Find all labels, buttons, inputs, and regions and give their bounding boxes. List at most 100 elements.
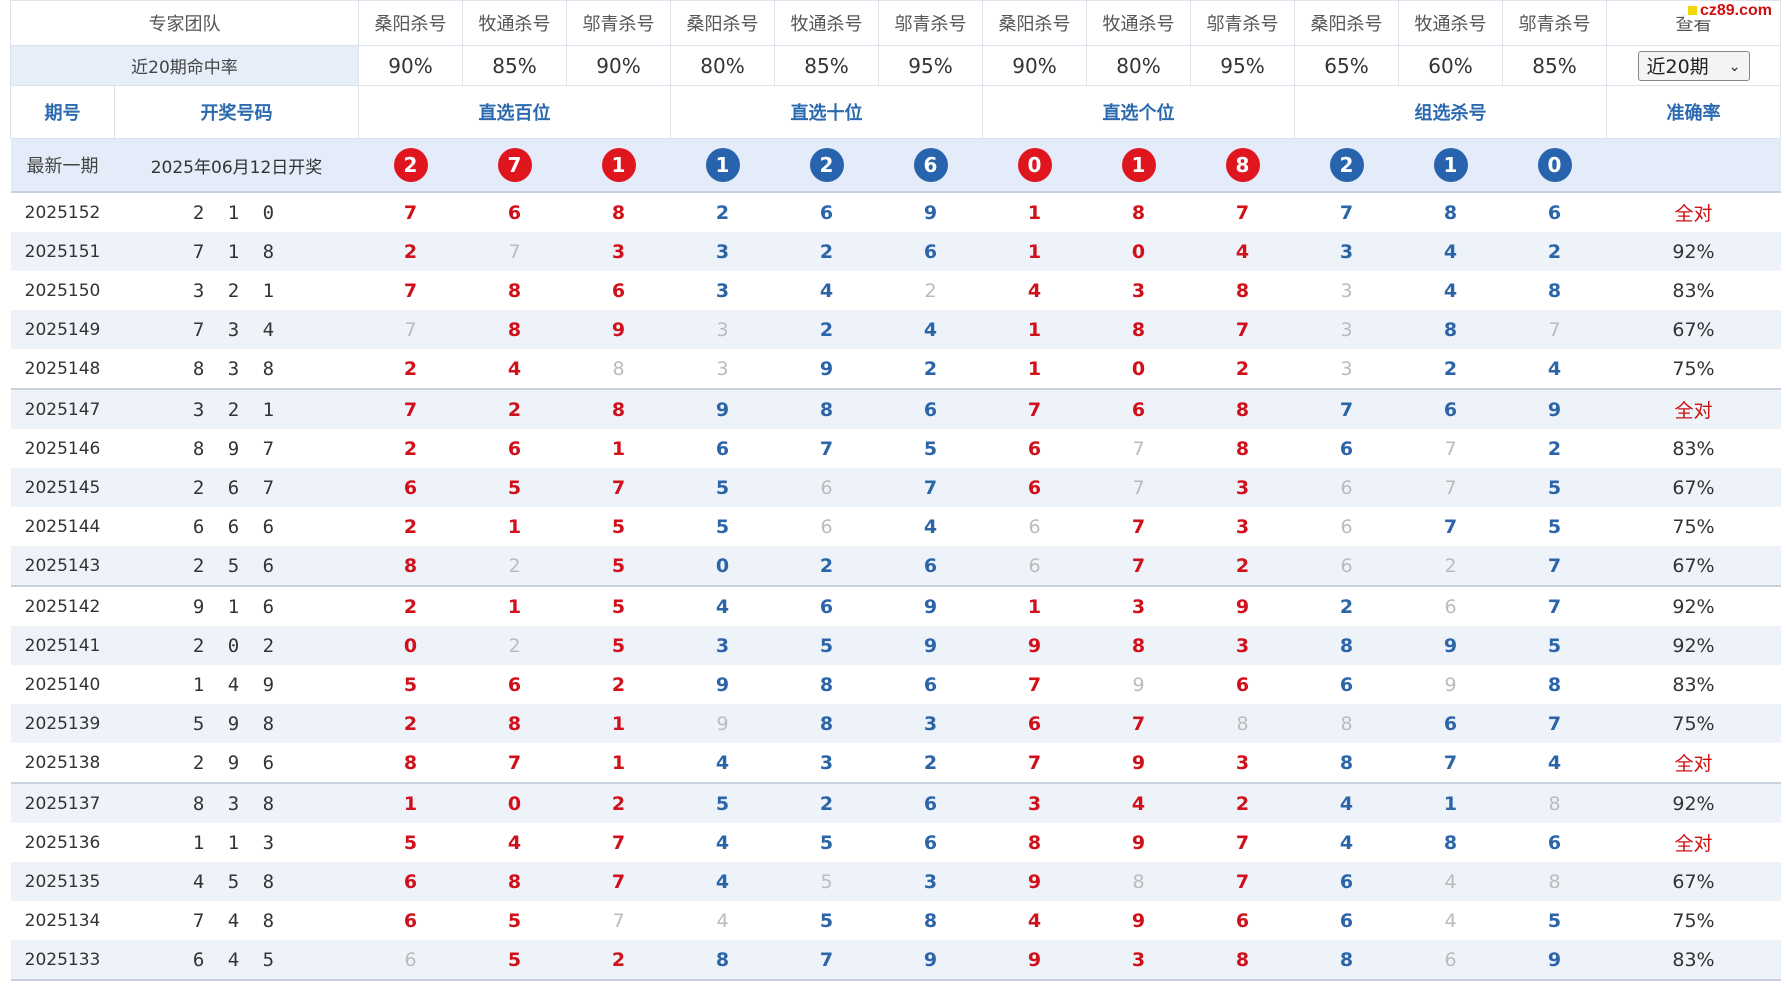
kill-number: 8: [715, 948, 730, 971]
kill-number-cell: 6: [1295, 507, 1399, 546]
latest-ball-cell: 1: [670, 138, 775, 193]
kill-number: 6: [403, 870, 418, 893]
kill-number: 9: [923, 948, 938, 971]
kill-number-cell: 4: [670, 862, 775, 901]
kill-number-miss: 5: [820, 870, 833, 893]
draw-number-cell: 2 9 6: [114, 743, 359, 784]
kill-number: 3: [715, 240, 730, 263]
kill-number: 3: [611, 240, 626, 263]
kill-number-miss: 6: [1444, 595, 1457, 618]
kill-number-cell: 6: [878, 783, 983, 823]
kill-number-cell: 7: [1294, 389, 1399, 429]
kill-number-miss: 2: [924, 279, 937, 302]
period-cell: 2025133: [10, 940, 115, 981]
kill-number-cell: 4: [1398, 232, 1503, 271]
kill-number: 4: [1547, 751, 1562, 774]
period-range-select[interactable]: 近20期 ⌄: [1637, 50, 1750, 81]
col-hundreds: 直选百位: [358, 85, 671, 139]
kill-number-cell: 6: [463, 192, 567, 232]
kill-number: 6: [1339, 673, 1354, 696]
accuracy-cell: 全对: [1674, 203, 1713, 225]
kill-number-cell: 5: [1503, 901, 1607, 940]
kill-number-table-wrap: cz89.com 专家团队 桑阳杀号 牧通杀号 邬青杀号 桑阳杀号 牧通杀号 邬…: [10, 0, 1781, 981]
kill-number-cell: 3: [982, 783, 1087, 823]
kill-number-cell: 3: [1190, 468, 1295, 507]
kill-number-cell: 6: [1399, 586, 1503, 626]
chevron-down-icon: ⌄: [1728, 58, 1741, 75]
draw-number-cell: 6 6 6: [192, 515, 281, 538]
kill-number-cell: 9: [1399, 665, 1503, 704]
table-row: 2025137 8 3 8 1 0 2 5 2 6 3 4 2 4 1 8 92%: [10, 783, 1781, 823]
kill-number: 7: [1131, 554, 1146, 577]
kill-number: 5: [1547, 515, 1562, 538]
kill-number: 3: [1131, 279, 1146, 302]
kill-number-cell: 9: [670, 389, 775, 429]
kill-number: 9: [715, 673, 730, 696]
kill-number-cell: 6: [982, 546, 1087, 587]
period-cell: 2025148: [10, 349, 115, 390]
kill-number: 8: [1339, 948, 1354, 971]
table-row: 2025144 6 6 6 2 1 5 5 6 4 6 7 3 6 7 5 75%: [11, 507, 1781, 546]
kill-number-cell: 9: [878, 940, 983, 981]
kill-number: 7: [403, 279, 418, 302]
kill-number-cell: 2: [774, 310, 879, 349]
kill-number-cell: 2: [1190, 349, 1295, 390]
kill-number: 2: [1339, 595, 1354, 618]
hit-rate: 95%: [1190, 45, 1295, 86]
latest-ball-cell: 1: [566, 138, 671, 193]
kill-number: 4: [715, 595, 730, 618]
kill-number-cell: 6: [1294, 862, 1399, 901]
kill-number-cell: 4: [1190, 232, 1295, 271]
period-cell: 2025144: [24, 516, 101, 537]
kill-number-cell: 2: [462, 389, 567, 429]
kill-number: 5: [819, 634, 834, 657]
kill-number-cell: 5: [775, 823, 879, 862]
kill-number-cell: 2: [878, 743, 983, 784]
kill-number-cell: 6: [775, 586, 879, 626]
kill-number: 5: [611, 595, 626, 618]
kill-number-miss: 7: [1132, 437, 1145, 460]
kill-number: 6: [403, 476, 418, 499]
kill-number-cell: 8: [1086, 862, 1191, 901]
kill-number-cell: 7: [1086, 704, 1191, 743]
kill-number-cell: 7: [1191, 192, 1295, 232]
kill-number: 8: [1131, 318, 1146, 341]
kill-number: 8: [1027, 831, 1042, 854]
kill-number-cell: 8: [1190, 389, 1295, 429]
kill-number-cell: 0: [1086, 349, 1191, 390]
accuracy-cell: 83%: [1672, 279, 1715, 302]
kill-number-cell: 6: [1503, 823, 1607, 862]
latest-ball: 0: [1017, 148, 1052, 182]
kill-number: 9: [1131, 909, 1146, 932]
kill-number: 7: [1443, 751, 1458, 774]
kill-number-cell: 6: [671, 429, 775, 468]
kill-number: 7: [1235, 870, 1250, 893]
kill-number-cell: 7: [1502, 546, 1607, 587]
kill-number: 6: [403, 909, 418, 932]
kill-number-cell: 2: [566, 783, 671, 823]
kill-number-cell: 8: [1087, 192, 1191, 232]
kill-number-cell: 5: [462, 468, 567, 507]
kill-number: 6: [1547, 831, 1562, 854]
kill-number-cell: 7: [982, 389, 1087, 429]
kill-number-cell: 8: [774, 389, 879, 429]
kill-number-cell: 6: [1398, 940, 1503, 981]
kill-number: 9: [923, 595, 938, 618]
kill-number-cell: 2: [1190, 546, 1295, 587]
kill-number-cell: 2: [1398, 546, 1503, 587]
kill-number-cell: 1: [463, 586, 567, 626]
kill-number-miss: 3: [1340, 318, 1353, 341]
expert-name: 桑阳杀号: [1294, 0, 1399, 46]
kill-number-cell: 7: [983, 665, 1087, 704]
kill-number-cell: 2: [359, 429, 463, 468]
kill-number-table: 专家团队 桑阳杀号 牧通杀号 邬青杀号 桑阳杀号 牧通杀号 邬青杀号 桑阳杀号 …: [10, 0, 1781, 981]
kill-number: 8: [1547, 279, 1562, 302]
table-row: 2025143 2 5 6 8 2 5 0 2 6 6 7 2 6 2 7 67%: [10, 546, 1781, 587]
kill-number: 9: [1027, 870, 1042, 893]
expert-name: 牧通杀号: [1086, 0, 1191, 46]
kill-number: 3: [819, 751, 834, 774]
draw-number-cell: 2 0 2: [114, 626, 359, 665]
kill-number-miss: 6: [1444, 948, 1457, 971]
kill-number-cell: 0: [358, 626, 463, 665]
kill-number: 4: [1027, 279, 1042, 302]
